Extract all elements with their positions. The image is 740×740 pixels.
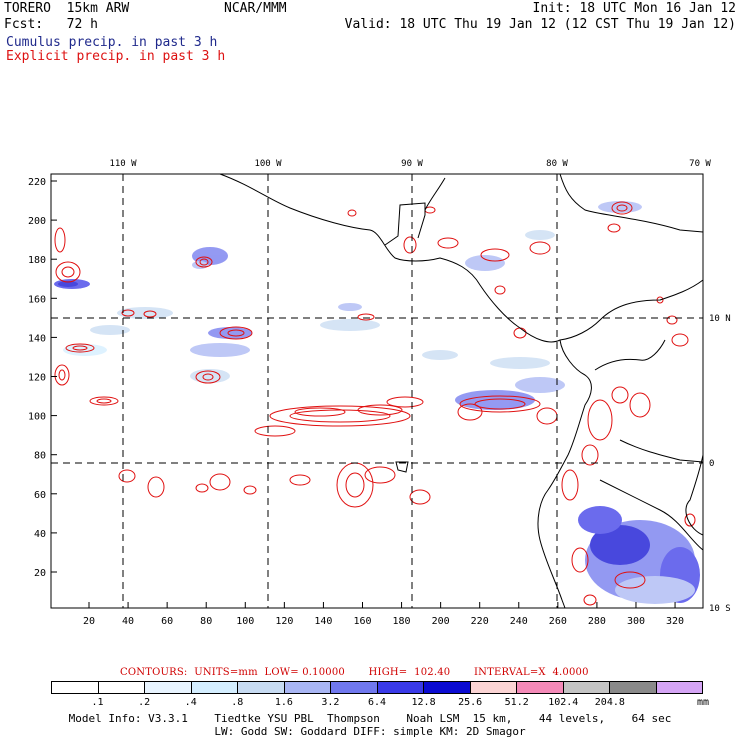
x-tick-label: 180 [393,616,411,627]
lon-label: 90 W [401,159,423,169]
model-info-line1: Model Info: V3.3.1 Tiedtke YSU PBL Thomp… [68,712,672,725]
contours-info: CONTOURS: UNITS=mm LOW= 0.10000 HIGH= 10… [120,667,589,678]
color-scale-label: 102.4 [548,697,579,708]
color-scale-swatch [98,682,145,693]
y-tick-label: 120 [28,373,46,384]
color-scale-swatch [52,682,99,693]
x-tick-label: 220 [471,616,489,627]
x-tick-label: 40 [122,616,134,627]
lat-label: 10 N [709,314,731,324]
color-scale-swatch [284,682,331,693]
color-scale-label: 6.4 [367,697,387,708]
lat-label: 0 [709,459,714,469]
init-time: Init: 18 UTC Mon 16 Jan 12 [532,1,737,16]
x-tick-label: 140 [314,616,332,627]
color-scale-swatch [610,682,657,693]
org-label: NCAR/MMM [224,1,287,16]
color-scale-label: .4 [184,697,197,708]
lon-label: 110 W [109,159,137,169]
color-scale-swatch [145,682,192,693]
x-tick-label: 60 [161,616,173,627]
y-tick-label: 80 [34,451,46,462]
color-scale-swatch [377,682,424,693]
y-tick-label: 200 [28,216,46,227]
lon-label: 100 W [254,159,282,169]
legend-units: mm [697,697,710,708]
x-tick-label: 320 [666,616,684,627]
color-scale-swatch [656,682,702,693]
color-scale-label: .8 [231,697,244,708]
model-title: TORERO 15km ARW [4,1,130,16]
y-tick-label: 220 [28,177,46,188]
color-scale-label: 204.8 [594,697,625,708]
map-frame [50,173,704,609]
x-tick-label: 280 [588,616,606,627]
y-tick-label: 40 [34,529,46,540]
model-info-line2: LW: Godd SW: Goddard DIFF: simple KM: 2D… [214,725,526,738]
color-scale-label: .2 [138,697,151,708]
lon-label: 70 W [689,159,711,169]
x-tick-label: 100 [236,616,254,627]
color-scale-label: 51.2 [504,697,529,708]
color-scale-swatch [424,682,471,693]
x-tick-label: 240 [510,616,528,627]
lon-label: 80 W [546,159,568,169]
y-tick-label: 140 [28,333,46,344]
x-tick-label: 260 [549,616,567,627]
y-tick-label: 160 [28,294,46,305]
graticule [51,174,703,608]
x-tick-label: 80 [200,616,212,627]
color-scale-swatch [470,682,517,693]
color-scale-bar [51,681,703,694]
x-tick-label: 20 [83,616,95,627]
y-tick-label: 20 [34,568,46,579]
color-scale-swatch [238,682,285,693]
color-scale-labels: .1 .2 .4 .8 1.6 3.2 6.4 12.8 25.6 51.2 102.4 204.8 [51,697,703,709]
axis-tick-labels: 220 200 180 160 140 120 100 80 60 40 20 20 40 60 80 100… [28,159,731,627]
color-scale-label: 3.2 [321,697,340,708]
valid-time: Valid: 18 UTC Thu 19 Jan 12 (12 CST Thu … [344,17,736,32]
color-scale-label: .1 [91,697,104,708]
cumulus-precip-areas [54,201,700,604]
color-scale-swatch [191,682,238,693]
explicit-legend-label: Explicit precip. in past 3 h [6,49,226,64]
cumulus-legend-label: Cumulus precip. in past 3 h [6,35,218,50]
color-scale-swatch [517,682,564,693]
x-tick-label: 120 [275,616,293,627]
y-tick-label: 60 [34,490,46,501]
color-scale-label: 12.8 [411,697,436,708]
color-scale-label: 1.6 [274,697,293,708]
color-scale-swatch [331,682,378,693]
color-scale-label: 25.6 [458,697,483,708]
coastlines [219,173,704,609]
y-tick-label: 100 [28,412,46,423]
x-tick-label: 200 [432,616,450,627]
x-tick-label: 300 [627,616,645,627]
color-scale-swatch [563,682,610,693]
x-tick-label: 160 [353,616,371,627]
axis-ticks [51,180,676,608]
lat-label: 10 S [709,604,731,614]
y-tick-label: 180 [28,255,46,266]
forecast-hour: Fcst: 72 h [4,17,98,32]
